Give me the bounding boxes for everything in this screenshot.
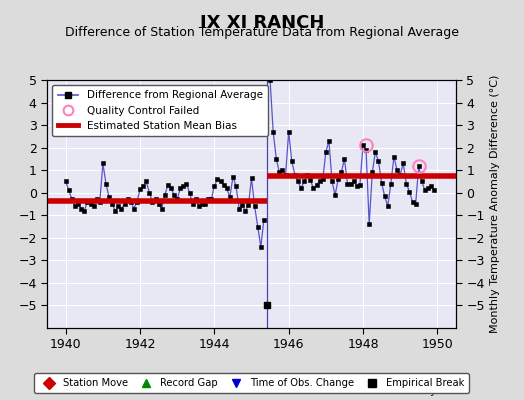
Legend: Station Move, Record Gap, Time of Obs. Change, Empirical Break: Station Move, Record Gap, Time of Obs. C… — [34, 373, 469, 393]
Text: Difference of Station Temperature Data from Regional Average: Difference of Station Temperature Data f… — [65, 26, 459, 39]
Text: IX XI RANCH: IX XI RANCH — [200, 14, 324, 32]
Y-axis label: Monthly Temperature Anomaly Difference (°C): Monthly Temperature Anomaly Difference (… — [490, 75, 500, 333]
Text: Berkeley Earth: Berkeley Earth — [394, 386, 466, 396]
Legend: Difference from Regional Average, Quality Control Failed, Estimated Station Mean: Difference from Regional Average, Qualit… — [52, 85, 268, 136]
